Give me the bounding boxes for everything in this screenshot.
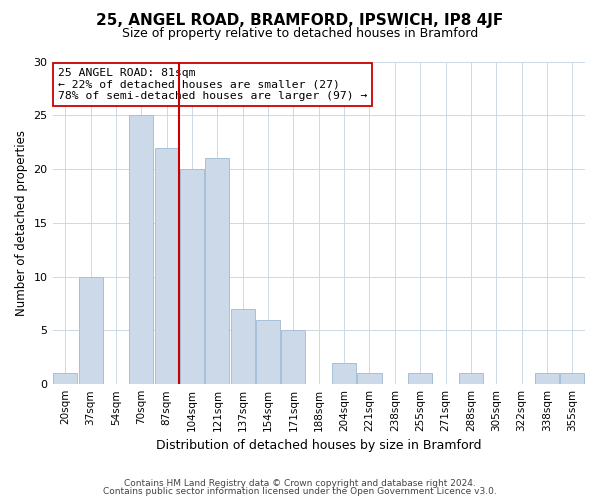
Text: Contains public sector information licensed under the Open Government Licence v3: Contains public sector information licen…: [103, 487, 497, 496]
Text: 25 ANGEL ROAD: 81sqm
← 22% of detached houses are smaller (27)
78% of semi-detac: 25 ANGEL ROAD: 81sqm ← 22% of detached h…: [58, 68, 367, 101]
Bar: [79, 276, 103, 384]
Text: Size of property relative to detached houses in Bramford: Size of property relative to detached ho…: [122, 28, 478, 40]
Bar: [53, 374, 77, 384]
Text: Contains HM Land Registry data © Crown copyright and database right 2024.: Contains HM Land Registry data © Crown c…: [124, 478, 476, 488]
Text: 25, ANGEL ROAD, BRAMFORD, IPSWICH, IP8 4JF: 25, ANGEL ROAD, BRAMFORD, IPSWICH, IP8 4…: [97, 12, 503, 28]
Bar: [155, 148, 179, 384]
Y-axis label: Number of detached properties: Number of detached properties: [15, 130, 28, 316]
Bar: [408, 374, 432, 384]
Bar: [205, 158, 229, 384]
Bar: [459, 374, 483, 384]
Bar: [180, 169, 204, 384]
Bar: [256, 320, 280, 384]
Bar: [358, 374, 382, 384]
Bar: [281, 330, 305, 384]
Bar: [129, 116, 154, 384]
Bar: [230, 309, 255, 384]
Bar: [560, 374, 584, 384]
Bar: [332, 362, 356, 384]
X-axis label: Distribution of detached houses by size in Bramford: Distribution of detached houses by size …: [156, 440, 482, 452]
Bar: [535, 374, 559, 384]
